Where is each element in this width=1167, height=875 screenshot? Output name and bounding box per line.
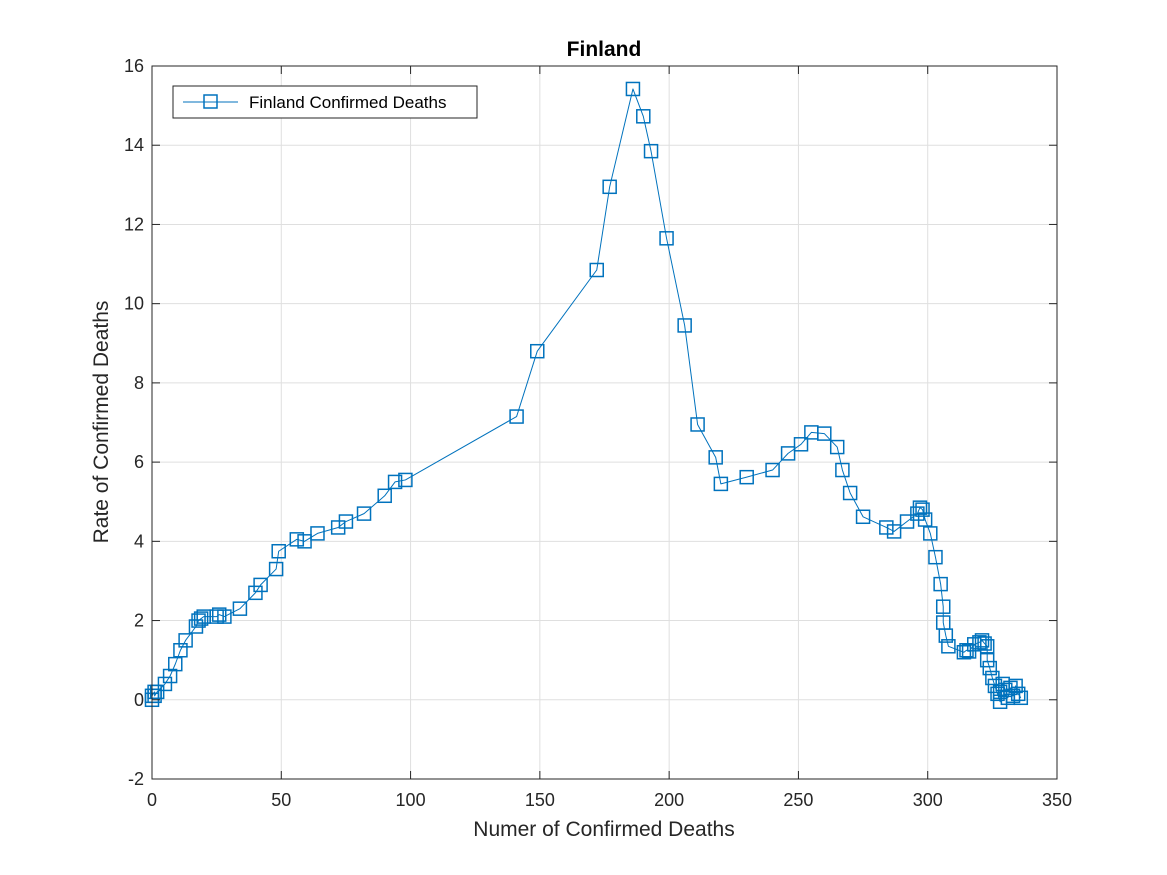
data-point-marker [209, 609, 224, 624]
x-tick-label: 50 [271, 790, 291, 810]
data-point-marker [1005, 688, 1021, 704]
chart-title: Finland [567, 38, 642, 61]
data-point-marker [979, 639, 995, 654]
data-point-marker [817, 426, 832, 441]
data-point-marker [923, 526, 938, 541]
data-point-marker [842, 485, 858, 501]
data-point-marker [589, 262, 604, 278]
data-point-marker [211, 607, 227, 622]
data-point-marker [636, 109, 651, 124]
data-point-marker [338, 514, 354, 529]
plot-area [152, 66, 1057, 779]
data-point-marker [149, 684, 165, 700]
data-point-marker [398, 472, 413, 488]
x-tick-label: 150 [525, 790, 555, 810]
y-tick-label: 14 [124, 135, 144, 155]
axes-box [151, 65, 1058, 780]
data-point-marker [829, 439, 845, 455]
axis-ticks [151, 65, 1058, 780]
data-point-marker [643, 143, 659, 159]
data-point-marker [232, 601, 248, 616]
data-point-marker [979, 652, 995, 668]
data-point-marker [928, 549, 943, 565]
x-tick-label: 300 [913, 790, 943, 810]
data-point-marker [1013, 690, 1029, 706]
data-point-marker [899, 514, 915, 529]
data-point-marker [765, 462, 780, 478]
data-point-marker [886, 524, 902, 539]
data-point-marker [917, 512, 933, 527]
data-point-marker [956, 644, 972, 660]
legend[interactable]: Finland Confirmed Deaths [172, 85, 478, 119]
y-tick-label: 10 [124, 294, 144, 314]
data-point-marker [708, 450, 723, 465]
data-point-marker [191, 613, 206, 628]
y-tick-label: 0 [134, 690, 144, 710]
y-tick-label: -2 [128, 769, 144, 789]
data-point-marker [377, 488, 392, 504]
x-tick-label: 200 [654, 790, 684, 810]
y-tick-label: 8 [134, 373, 144, 393]
data-point-marker [157, 676, 173, 692]
data-point-marker [977, 636, 992, 651]
data-point-marker [297, 534, 312, 549]
data-point-marker [690, 417, 705, 432]
series-layer [144, 81, 1029, 710]
data-point-marker [933, 576, 948, 592]
y-tick-label: 2 [134, 611, 144, 631]
data-point-marker [982, 660, 998, 676]
data-point-marker [271, 543, 286, 559]
data-point-marker [217, 609, 232, 624]
y-axis-label: Rate of Confirmed Deaths [90, 301, 113, 544]
data-point-marker [509, 409, 524, 424]
data-point-marker [835, 462, 850, 478]
data-point-marker [1010, 686, 1026, 702]
data-point-marker [1008, 678, 1023, 694]
x-tick-label: 350 [1042, 790, 1072, 810]
data-point-marker [147, 688, 162, 704]
data-point-marker [178, 633, 193, 648]
legend-entry-label: Finland Confirmed Deaths [249, 93, 446, 112]
x-tick-label: 250 [783, 790, 813, 810]
data-point-marker [713, 476, 729, 492]
y-tick-label: 16 [124, 56, 144, 76]
data-point-marker [659, 231, 674, 246]
data-point-marker [793, 437, 809, 452]
y-tick-label: 6 [134, 452, 144, 472]
data-point-marker [941, 639, 956, 654]
data-point-marker [173, 643, 188, 658]
data-point-marker [677, 318, 692, 333]
y-tick-label: 12 [124, 214, 144, 234]
data-point-marker [938, 628, 954, 643]
data-point-marker [248, 585, 263, 601]
data-point-marker [879, 520, 894, 535]
y-tick-label: 4 [134, 531, 144, 551]
data-point-marker [310, 526, 325, 541]
data-point-marker [602, 179, 617, 195]
data-point-marker [162, 668, 178, 684]
data-point-marker [972, 635, 987, 650]
data-point-marker [530, 343, 545, 359]
data-point-marker [289, 532, 305, 547]
data-point-marker [935, 599, 951, 614]
x-tick-label: 100 [396, 790, 426, 810]
data-point-marker [780, 446, 796, 461]
data-point-marker [625, 81, 641, 97]
data-point-marker [387, 474, 403, 490]
data-point-marker [912, 500, 928, 515]
data-point-marker [168, 656, 183, 672]
x-tick-label: 0 [147, 790, 157, 810]
data-point-marker [253, 577, 268, 593]
data-point-marker [193, 611, 209, 626]
data-point-marker [739, 469, 754, 485]
data-point-marker [855, 509, 871, 525]
data-point-marker [268, 561, 284, 577]
series-line [151, 88, 1022, 703]
x-axis-label: Numer of Confirmed Deaths [473, 818, 734, 841]
data-point-marker [915, 502, 930, 517]
legend-marker-square [203, 94, 218, 109]
data-point-marker [356, 506, 372, 521]
